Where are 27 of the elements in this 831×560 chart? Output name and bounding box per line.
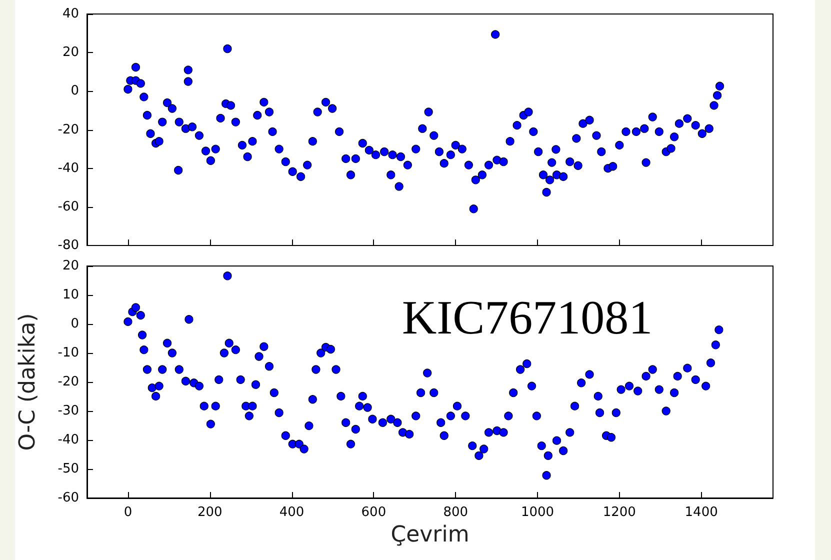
x-tick-label: 200 [197,505,222,520]
y-tick-label: 20 [62,258,79,274]
x-tick-label: 400 [279,505,304,520]
y-tick-label: -30 [58,404,79,418]
y-tick-label: -50 [58,462,79,476]
y-tick-label: -60 [58,490,79,506]
y-tick-label: -40 [58,432,79,448]
y-tick-label: -40 [58,160,79,176]
x-axis-title: Çevrim [390,522,470,548]
annotation: KIC7671081 [402,292,653,344]
y-tick-label: -20 [58,374,79,390]
x-tick-label: 800 [443,505,468,520]
y-tick-label: -20 [58,122,79,138]
y-tick-label: 20 [62,45,79,60]
y-tick-label: -60 [58,199,79,214]
x-tick-label: 1200 [602,505,636,520]
y-tick-label: 0 [70,316,79,332]
y-tick-label: 0 [70,84,79,99]
y-tick-label: 40 [62,6,79,22]
y-tick-label: -10 [58,346,79,360]
y-tick-label: -80 [58,238,79,253]
x-tick-label: 600 [361,505,386,520]
y-tick-label: 10 [62,288,79,302]
x-tick-label: 1400 [684,505,718,520]
x-tick-label: 0 [124,505,132,520]
x-tick-label: 1000 [520,505,554,520]
y-axis-title: O-C (dakika) [16,313,40,451]
